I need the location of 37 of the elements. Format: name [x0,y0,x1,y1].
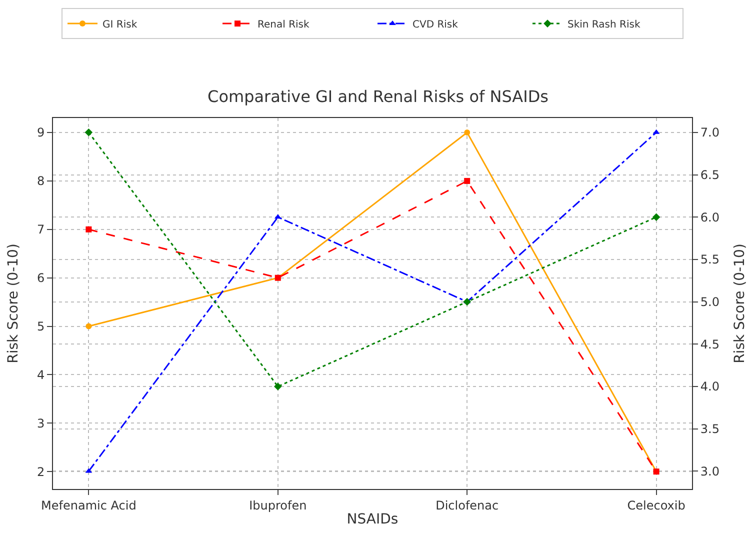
y2-tick-label: 4.5 [700,337,720,352]
point [84,128,93,136]
point [652,213,660,221]
y2-tick-label: 3.5 [700,422,720,436]
y2-tick-label: 7.0 [700,126,720,140]
y2-tick-label: 6.0 [700,210,720,224]
x-tick-label: Celecoxib [627,498,686,512]
legend-label: Skin Rash Risk [568,19,640,30]
legend-label: CVD Risk [412,19,458,30]
point [86,226,92,232]
point [464,130,470,136]
x-tick-label: Ibuprofen [249,498,307,512]
y-tick-label: 7 [36,222,45,237]
legend-label: Renal Risk [258,19,310,30]
y-tick-label: 6 [36,271,45,286]
point [464,178,470,184]
y-tick-label: 8 [36,174,45,188]
y-tick-label: 5 [36,319,45,334]
y-tick-label: 4 [36,368,45,382]
y2-tick-label: 3.0 [700,464,720,478]
x-tick-label: Diclofenac [436,498,499,512]
point [274,382,282,390]
y-tick-label: 3 [36,416,45,430]
chart-title: Comparative GI and Renal Risks of NSAIDs [208,87,548,106]
y2-tick-label: 5.5 [700,252,720,267]
y2-axis-title: Risk Score (0-10) [732,244,748,364]
x-tick-label: Mefenamic Acid [41,498,136,512]
y-tick-label: 9 [36,126,45,140]
y2-tick-label: 6.5 [700,168,720,182]
point [463,298,471,306]
x-axis-title: NSAIDs [346,512,398,528]
y2-tick-label: 5.0 [700,295,720,310]
y-axis-title: Risk Score (0-10) [6,244,22,364]
y2-tick-label: 4.0 [700,380,720,394]
point [86,323,92,330]
y-tick-label: 2 [36,464,45,479]
legend-label: GI Risk [102,19,138,30]
